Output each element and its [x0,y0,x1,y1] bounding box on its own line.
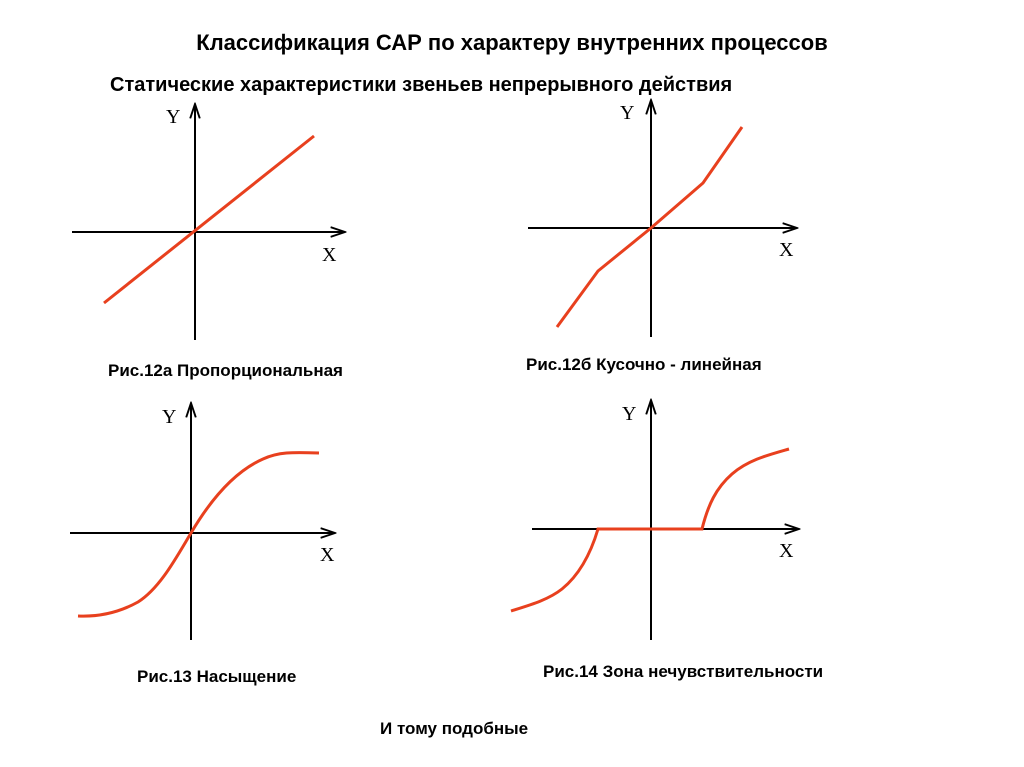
y-axis-label: Y [622,403,636,425]
x-axis-label: X [779,540,794,562]
x-axis-label: X [779,239,794,261]
y-axis-label: Y [162,406,176,428]
footer-note: И тому подобные [380,719,529,738]
characteristic-curve [103,134,315,305]
figure-12b-piecewise-linear: Y X [528,100,797,337]
y-axis-label: Y [620,102,634,124]
page-subtitle: Статические характеристики звеньев непре… [110,74,733,96]
page-title: Классификация САР по характеру внутренни… [196,30,828,55]
figure-14-dead-zone: Y X [510,400,799,640]
characteristic-curve [510,447,790,613]
characteristic-curve [555,126,744,328]
characteristic-curve [77,451,320,618]
y-axis-label: Y [166,106,180,128]
figure-12b-caption: Рис.12б Кусочно - линейная [526,355,762,374]
figure-13-saturation: Y X [70,403,335,640]
figure-12a-proportional: Y X [72,104,345,340]
figure-13-caption: Рис.13 Насыщение [137,667,297,686]
figure-14-caption: Рис.14 Зона нечувствительности [543,662,824,681]
x-axis-label: X [320,544,335,566]
figure-12a-caption: Рис.12а Пропорциональная [108,361,343,380]
x-axis-label: X [322,244,337,266]
